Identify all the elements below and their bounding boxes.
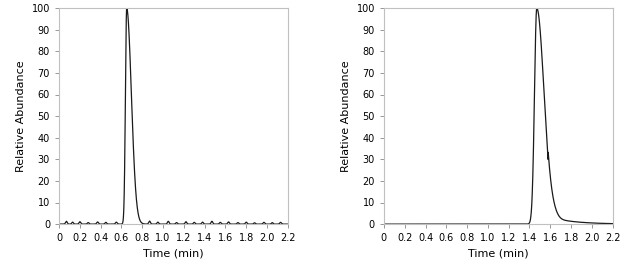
Y-axis label: Relative Abundance: Relative Abundance <box>16 60 26 172</box>
X-axis label: Time (min): Time (min) <box>468 249 529 259</box>
Y-axis label: Relative Abundance: Relative Abundance <box>341 60 351 172</box>
X-axis label: Time (min): Time (min) <box>143 249 204 259</box>
